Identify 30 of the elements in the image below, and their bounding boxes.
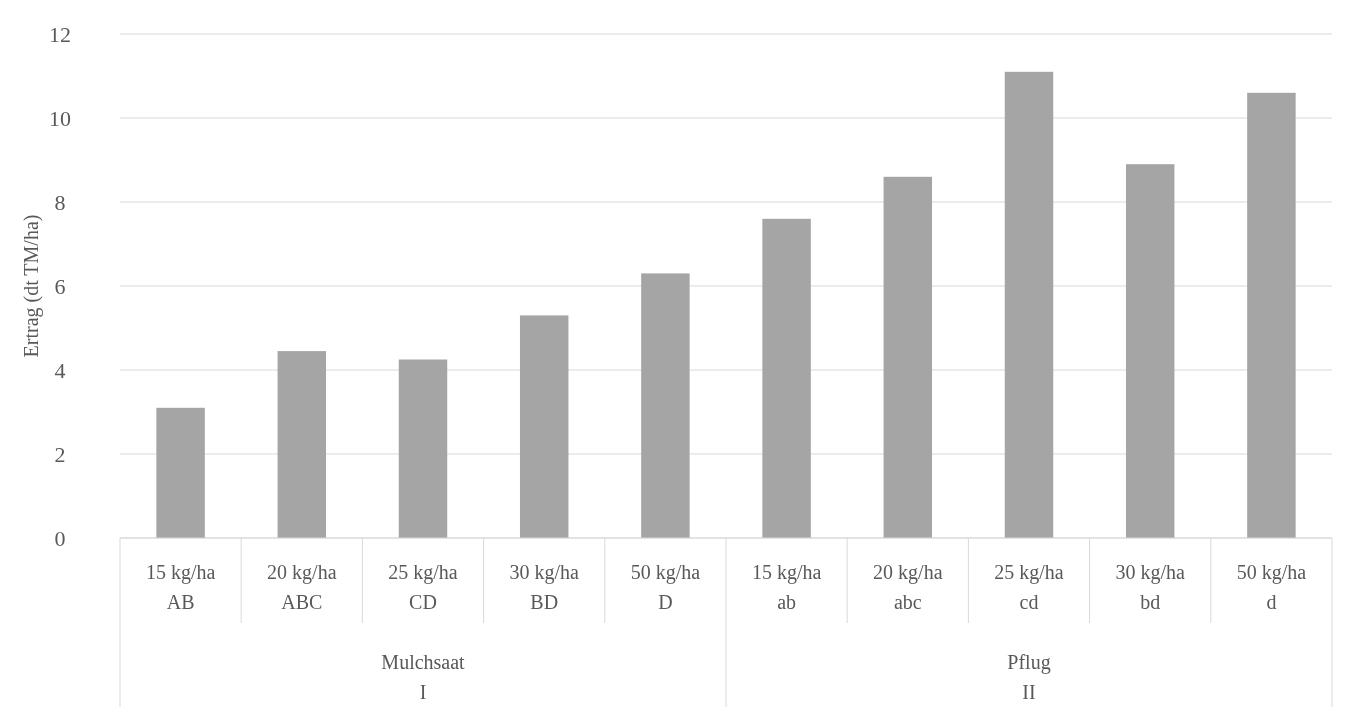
y-tick-label: 10: [49, 105, 71, 131]
bar: [1247, 92, 1296, 538]
x-tick-label: 15 kg/ha AB: [145, 561, 216, 613]
x-tick-label: 25 kg/ha cd: [994, 561, 1064, 613]
x-tick-label: 30 kg/ha BD: [509, 561, 580, 613]
x-tick-label: 50 kg/ha D: [630, 561, 701, 613]
bar: [398, 359, 448, 538]
text: Mulchsaat I: [381, 651, 466, 703]
y-tick-label: 6: [54, 273, 66, 299]
y-tick-label: 12: [49, 21, 71, 47]
bar: [519, 315, 569, 538]
bar: [762, 218, 811, 538]
bar: [1125, 164, 1175, 538]
x-tick-label: 20 kg/ha abc: [873, 561, 943, 613]
x-tick-label: 15 kg/ha ab: [751, 561, 822, 613]
bar: [641, 273, 690, 538]
x-tick-label: 30 kg/ha bd: [1115, 561, 1186, 613]
y-tick-label: 0: [54, 525, 66, 551]
bar: [156, 407, 205, 538]
y-tick-label: 2: [54, 441, 66, 467]
bar: [277, 351, 327, 538]
bar: [1004, 71, 1054, 538]
y-tick-label: 8: [54, 189, 66, 215]
y-tick-label: 4: [54, 357, 66, 383]
x-tick-label: 20 kg/ha ABC: [267, 561, 337, 613]
bar: [883, 176, 933, 538]
x-tick-label: 25 kg/ha CD: [388, 561, 458, 613]
text: Pflug II: [1007, 651, 1051, 703]
x-tick-label: 50 kg/ha d: [1236, 561, 1307, 613]
y-axis-title: Ertrag (dt TM/ha): [20, 214, 43, 358]
